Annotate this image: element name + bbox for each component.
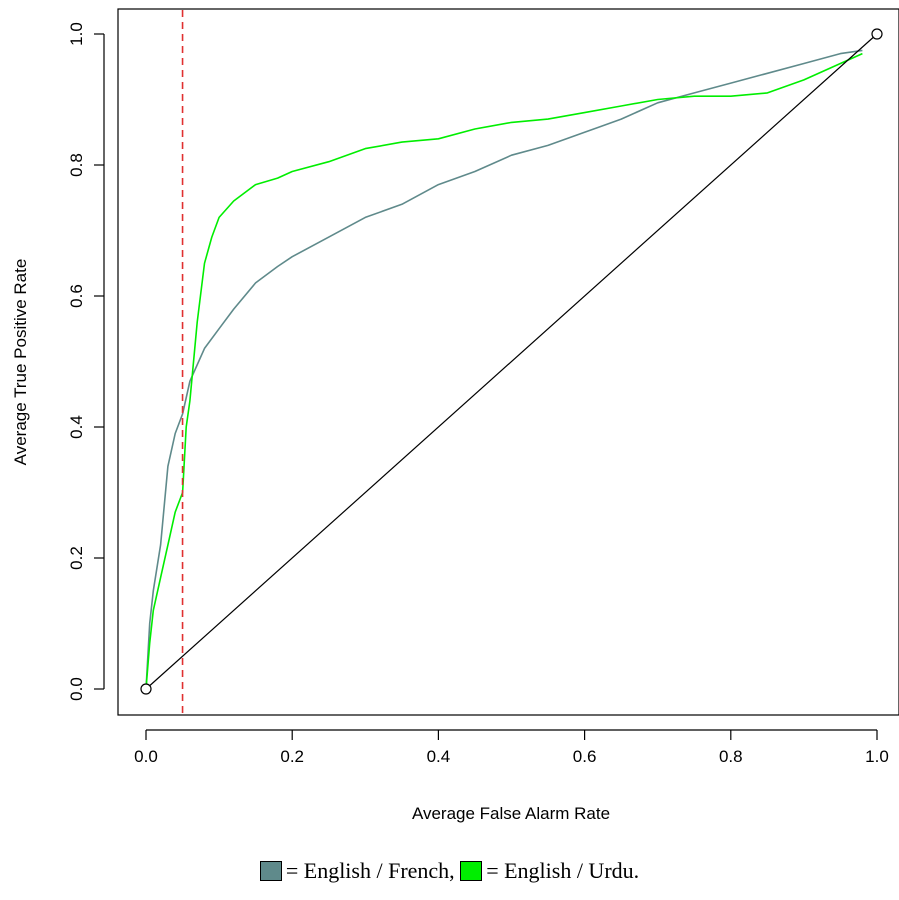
legend-swatch-urdu (460, 861, 483, 881)
series-line-english-urdu (145, 52, 863, 690)
x-tick-label: 1.0 (865, 747, 889, 766)
y-tick-label: 0.2 (67, 546, 86, 570)
y-tick-label: 1.0 (67, 22, 86, 46)
legend-caption: = English / French, = English / Urdu. (0, 858, 899, 884)
legend-label-urdu: = English / Urdu. (486, 858, 640, 883)
x-tick-label: 0.2 (280, 747, 304, 766)
diagonal-line (145, 33, 878, 690)
series-line-english-french (145, 49, 863, 690)
x-tick-label: 0.4 (427, 747, 451, 766)
legend-label-french: = English / French, (285, 858, 455, 883)
y-tick-label: 0.0 (67, 677, 86, 701)
y-axis-label: Average True Positive Rate (11, 259, 30, 466)
plot-frame (117, 8, 899, 716)
x-axis-label: Average False Alarm Rate (412, 804, 610, 823)
x-tick-label: 0.0 (134, 747, 158, 766)
y-tick-label: 0.8 (67, 153, 86, 177)
y-tick-label: 0.6 (67, 284, 86, 308)
roc-chart: 0.0 0.2 0.4 0.6 0.8 1.0 0.0 0.2 0.4 0.6 0.8 1.0 Ave… (11, 8, 899, 823)
x-tick-label: 0.6 (573, 747, 597, 766)
y-tick-label: 0.4 (67, 415, 86, 439)
legend-swatch-french (259, 861, 282, 881)
series-group (140, 10, 883, 714)
axes: 0.0 0.2 0.4 0.6 0.8 1.0 0.0 0.2 0.4 0.6 0.8 1.0 (67, 22, 889, 766)
endpoint-marker (140, 683, 152, 695)
x-tick-label: 0.8 (719, 747, 743, 766)
endpoint-marker (871, 28, 883, 40)
